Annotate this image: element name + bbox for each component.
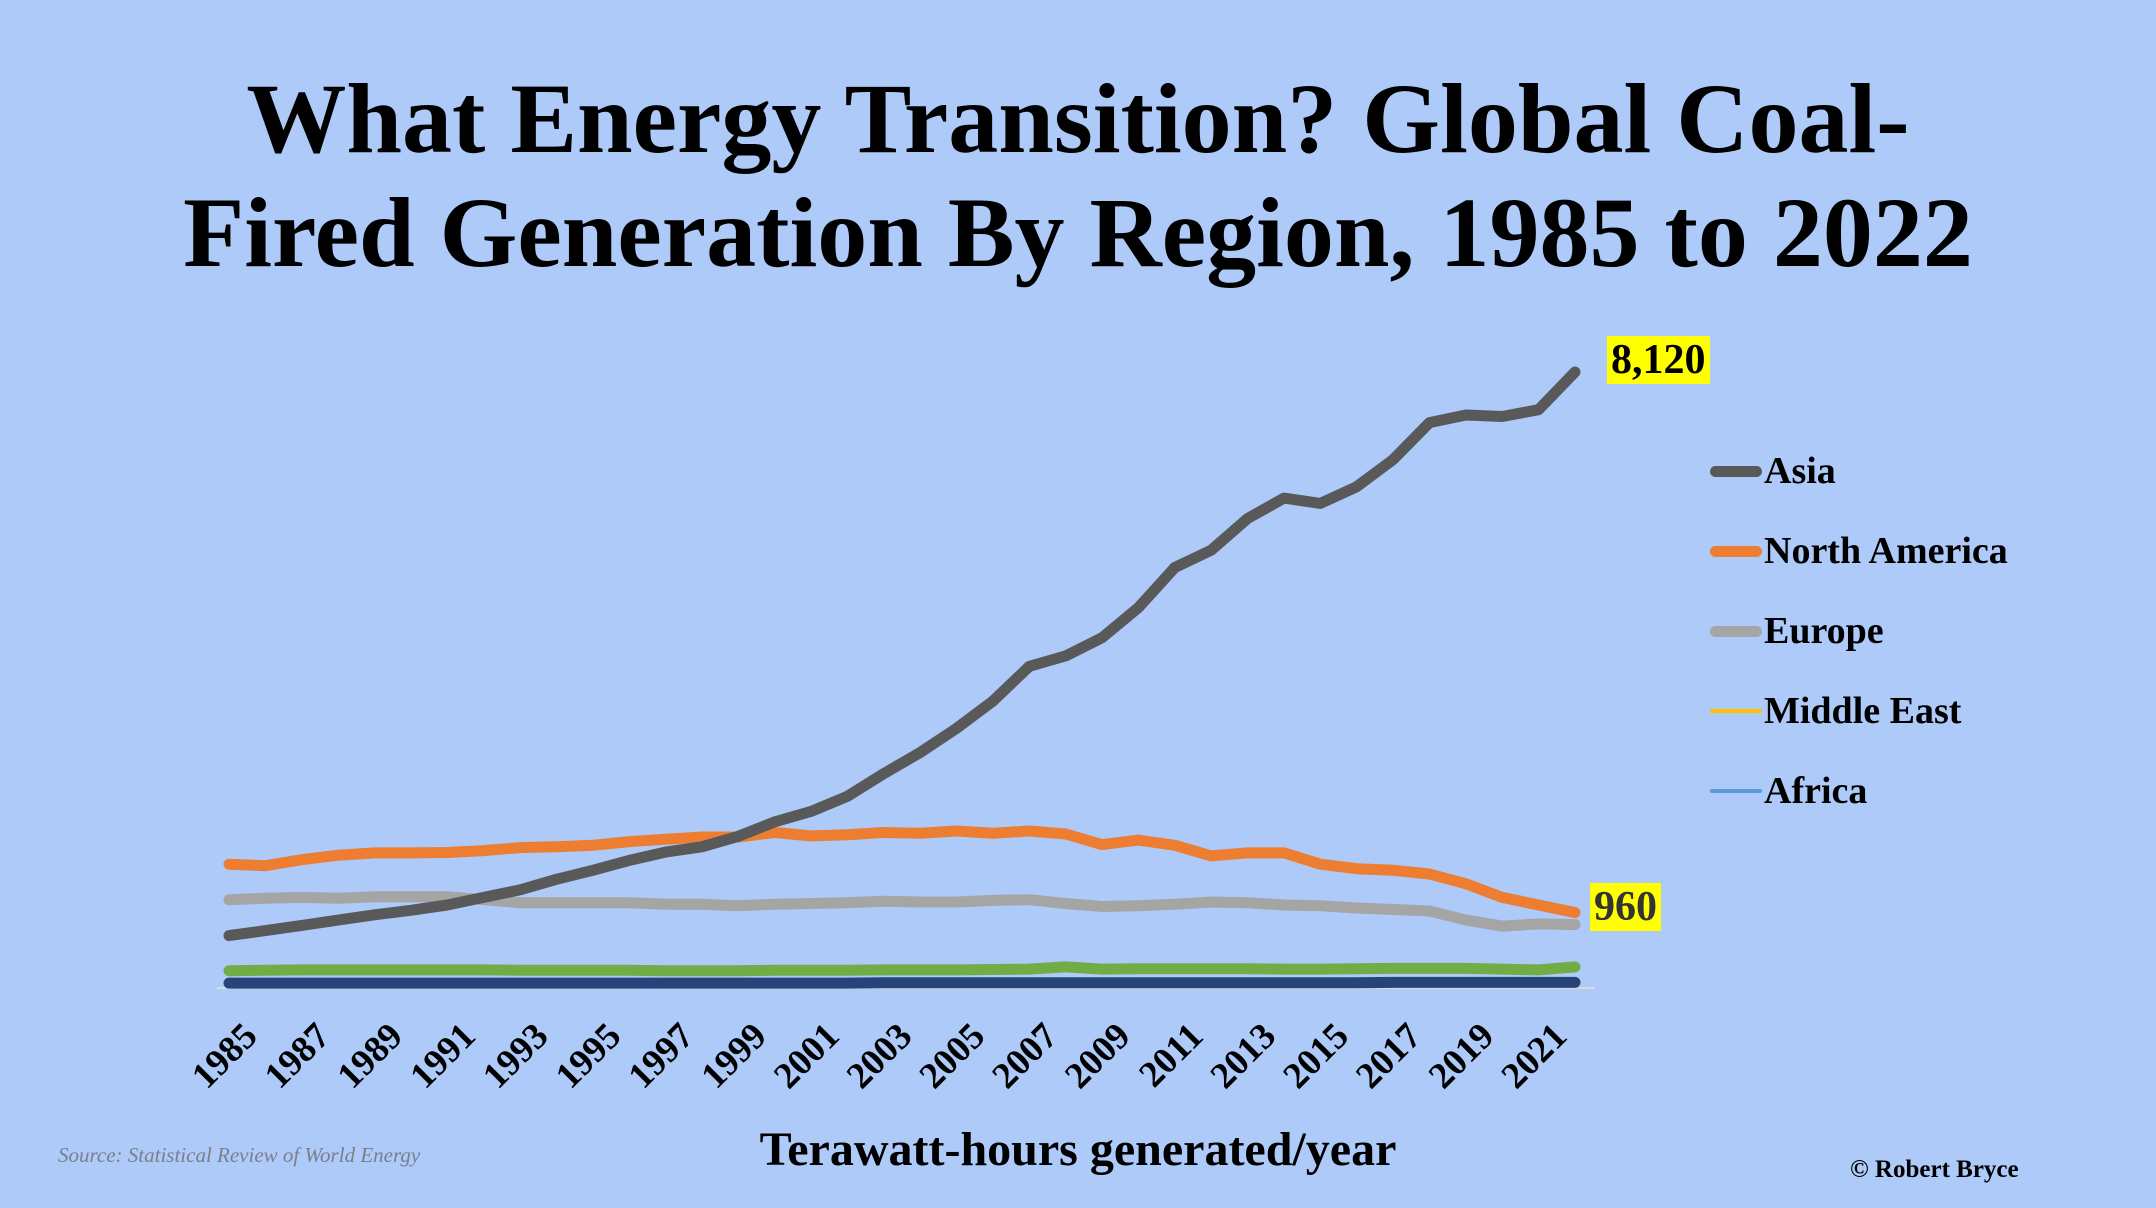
legend-line-swatch	[1710, 545, 1762, 557]
x-axis-title: Terawatt-hours generated/year	[759, 1123, 1397, 1176]
x-tick-label: 1993	[475, 1015, 556, 1096]
legend-label: Europe	[1764, 610, 1884, 652]
legend-label: Africa	[1764, 770, 1868, 812]
series-line-asia	[223, 366, 1581, 942]
legend-item-asia: Asia	[1710, 446, 1836, 496]
legend-item-europe: Europe	[1710, 606, 1884, 656]
x-tick-label: 2013	[1203, 1015, 1284, 1096]
x-tick-label: 1997	[621, 1015, 702, 1096]
legend-item-north-america: North America	[1710, 526, 2008, 576]
series-line-north-america	[223, 825, 1581, 918]
asia-end-value-label: 8,120	[1607, 336, 1710, 384]
x-tick-label: 2007	[984, 1015, 1065, 1096]
legend-line-swatch	[1710, 625, 1762, 637]
x-tick-label: 1991	[402, 1015, 483, 1096]
north-america-end-value-label: 960	[1590, 883, 1661, 931]
x-tick-label: 2003	[839, 1015, 920, 1096]
x-tick-label: 2015	[1275, 1015, 1356, 1096]
series-lines	[217, 366, 1595, 989]
x-tick-label: 1995	[548, 1015, 629, 1096]
legend-label: North America	[1764, 530, 2008, 572]
chart-title-line-2: Fired Generation By Region, 1985 to 2022	[183, 177, 1973, 288]
source-note: Source: Statistical Review of World Ener…	[58, 1143, 421, 1167]
x-tick-labels: 1985198719891991199319951997199920012003…	[184, 1015, 1575, 1096]
series-line-cis	[223, 961, 1581, 977]
series-line-europe	[223, 891, 1581, 932]
series-line-south-central-america	[223, 976, 1581, 989]
x-tick-label: 2021	[1494, 1015, 1575, 1096]
legend-label: Asia	[1764, 450, 1836, 492]
x-tick-label: 1999	[693, 1015, 774, 1096]
x-tick-label: 1985	[184, 1015, 265, 1096]
legend-item-africa: Africa	[1710, 766, 1867, 816]
legend-line-swatch	[1710, 709, 1762, 713]
legend-label: Middle East	[1764, 690, 1962, 732]
x-tick-label: 2017	[1348, 1015, 1429, 1096]
x-tick-label: 2009	[1057, 1015, 1138, 1096]
x-tick-label: 1989	[330, 1015, 411, 1096]
chart-title-line-1: What Energy Transition? Global Coal-	[246, 63, 1910, 174]
x-tick-label: 2019	[1421, 1015, 1502, 1096]
x-tick-label: 2005	[912, 1015, 993, 1096]
copyright-note: © Robert Bryce	[1850, 1156, 2019, 1183]
legend-item-middle-east: Middle East	[1710, 686, 1961, 736]
legend-line-swatch	[1710, 789, 1762, 793]
x-tick-label: 2001	[766, 1015, 847, 1096]
x-tick-label: 1987	[257, 1015, 338, 1096]
x-tick-label: 2011	[1131, 1015, 1211, 1095]
chart-title: What Energy Transition? Global Coal- Fir…	[0, 62, 2156, 290]
legend-line-swatch	[1710, 465, 1762, 477]
